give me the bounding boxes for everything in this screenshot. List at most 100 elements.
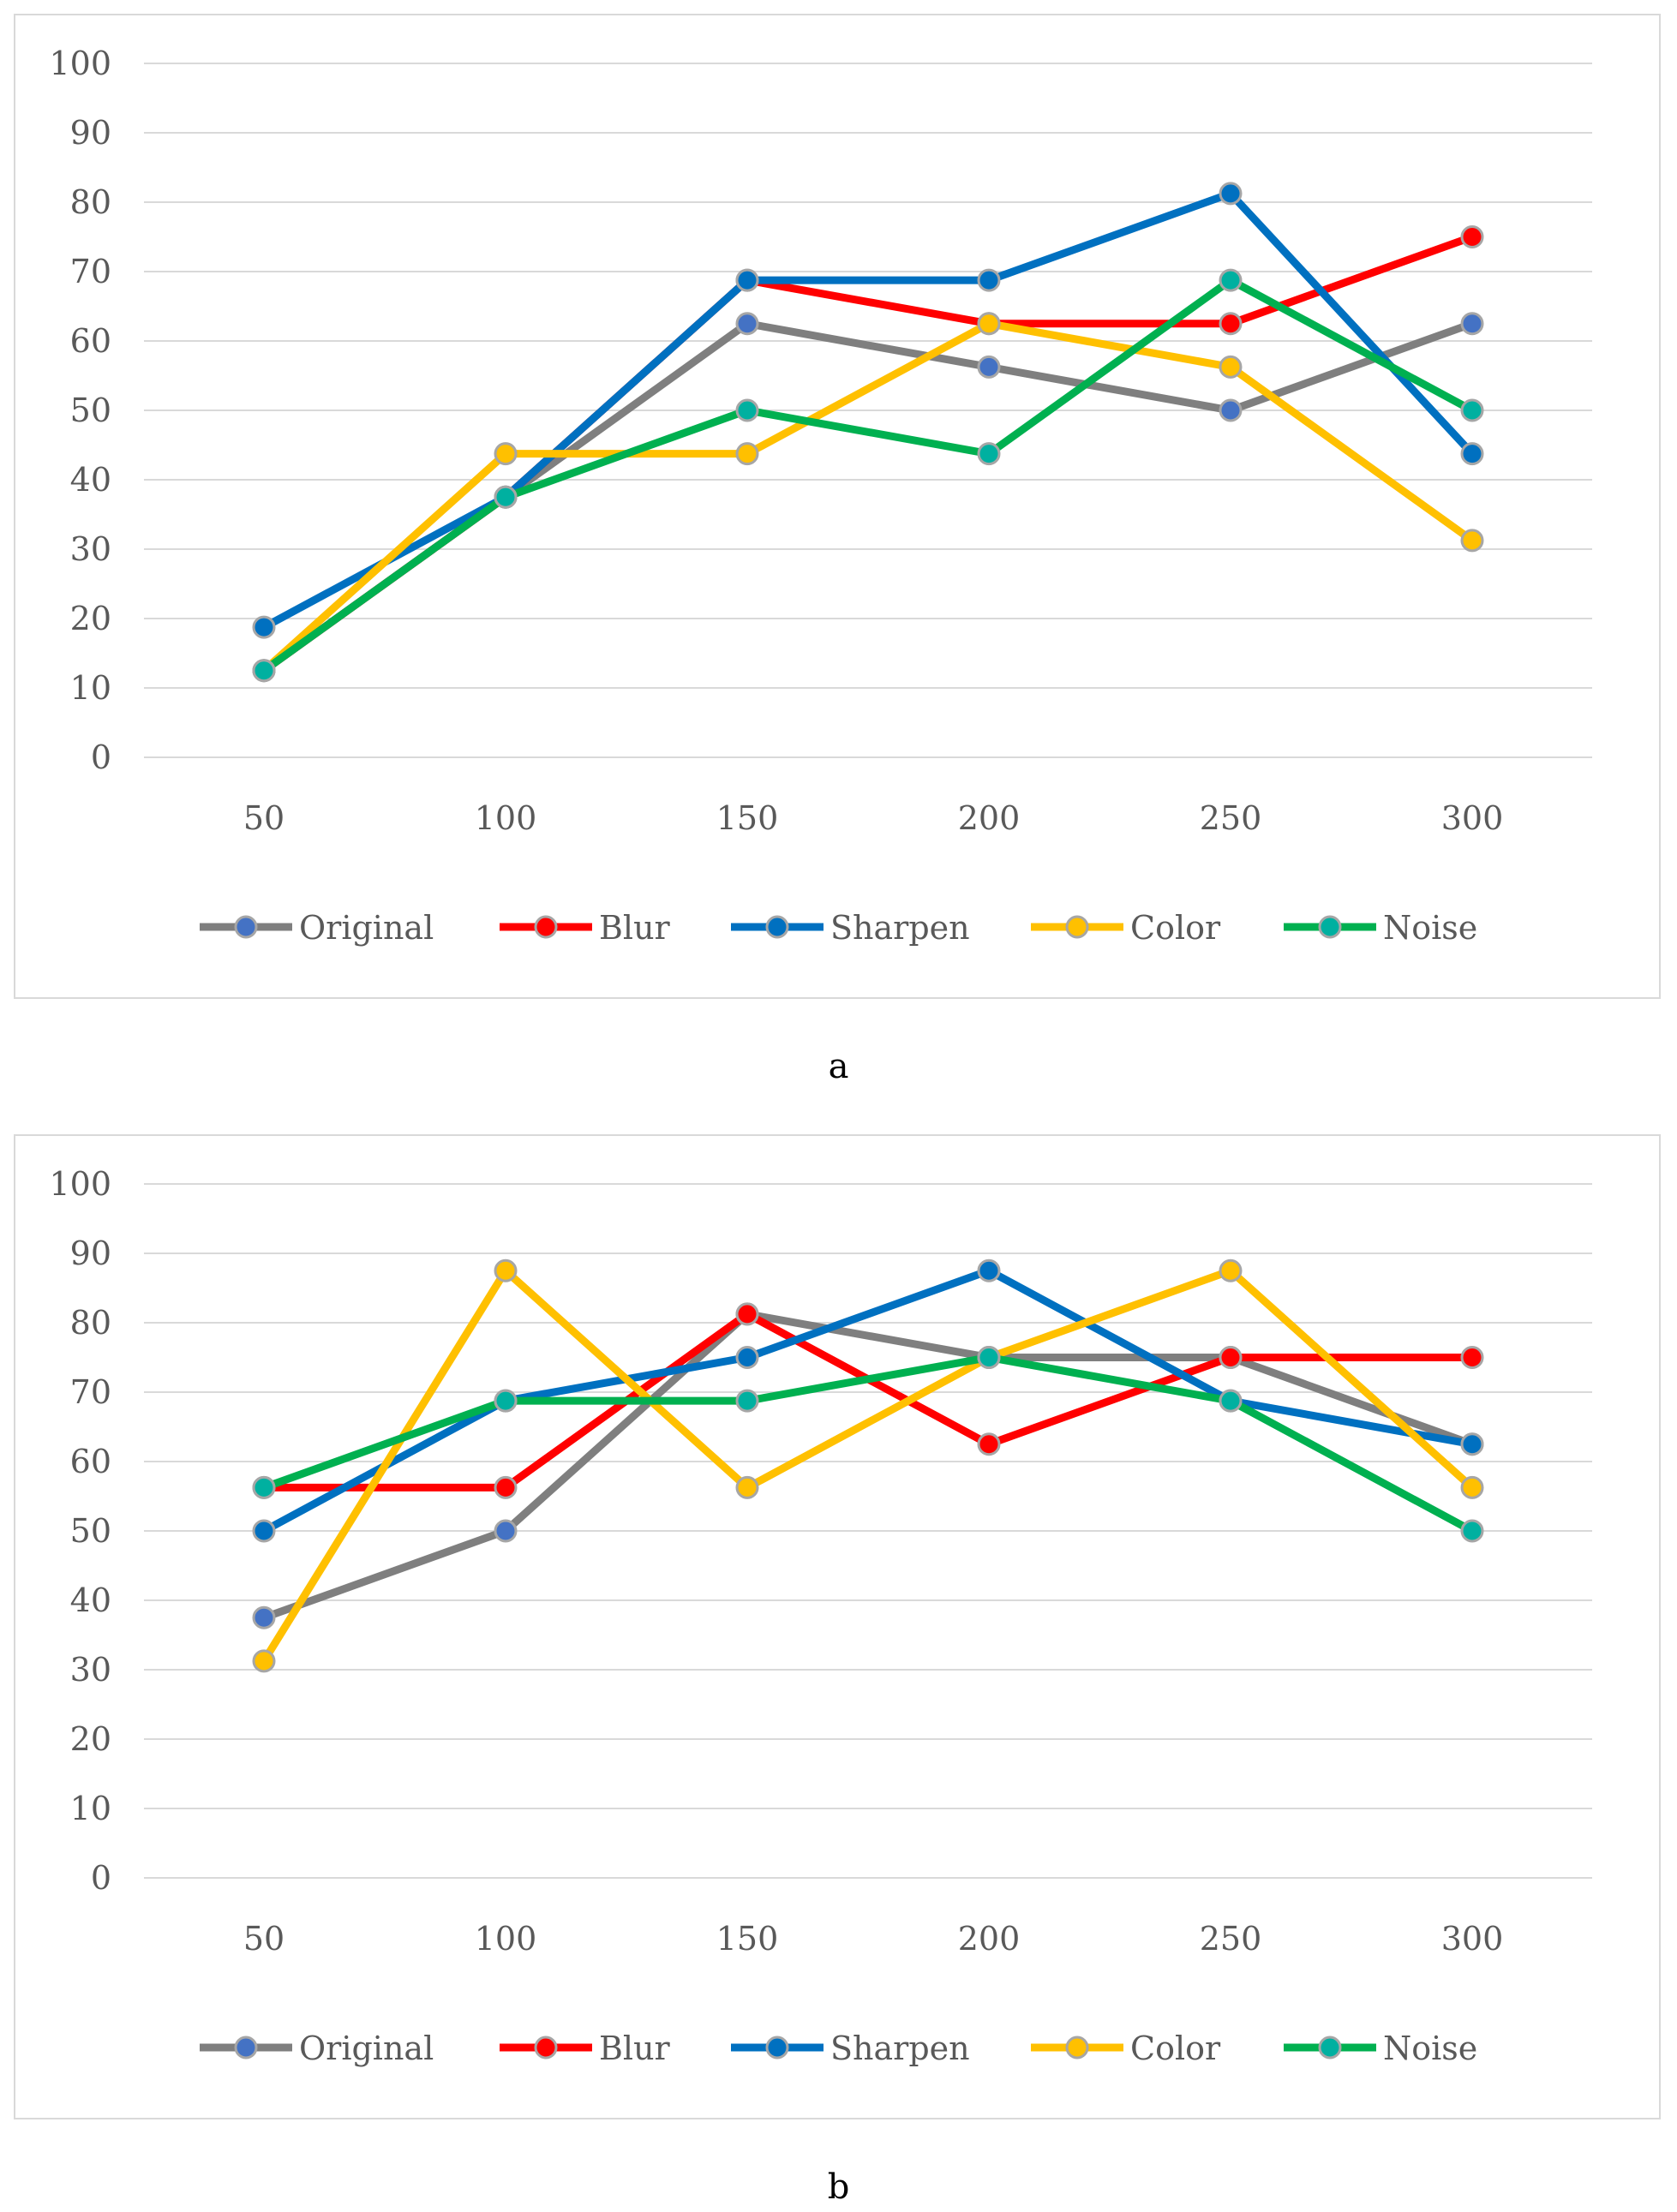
y-tick-label: 50 [70, 1512, 111, 1550]
x-tick-label: 300 [1441, 799, 1504, 837]
y-tick-label: 90 [70, 114, 111, 152]
y-tick-label: 30 [70, 530, 111, 568]
y-tick-label: 80 [70, 1304, 111, 1342]
legend-item-color: Color [1031, 909, 1221, 947]
markers-noise [252, 1346, 1484, 1543]
legend-label: Sharpen [830, 909, 970, 947]
data-point [252, 615, 276, 639]
x-tick-label: 50 [243, 799, 284, 837]
data-point [1219, 398, 1243, 422]
series-line [260, 189, 1476, 631]
data-point [494, 442, 518, 466]
markers-blur [252, 225, 1484, 683]
legend-label: Blur [599, 909, 671, 947]
gridlines [144, 1183, 1592, 1879]
x-tick-label: 250 [1200, 1920, 1262, 1958]
y-tick-label: 70 [70, 253, 111, 290]
data-point [1219, 268, 1243, 292]
data-point [1460, 1475, 1484, 1499]
y-tick-label: 10 [70, 669, 111, 707]
data-point [252, 659, 276, 683]
data-point [977, 312, 1001, 336]
data-point [494, 485, 518, 509]
y-tick-label: 40 [70, 461, 111, 499]
data-point [735, 398, 759, 422]
legend-swatch-marker [234, 915, 258, 939]
y-tick-label: 20 [70, 1720, 111, 1758]
x-tick-label: 200 [958, 799, 1021, 837]
data-point [735, 1346, 759, 1369]
data-point [494, 1519, 518, 1543]
legend-item-blur: Blur [500, 909, 671, 947]
chart-panel-b: 0 10 20 30 40 50 60 70 80 90 100 50 100 150 200 250 300 O… [14, 1134, 1661, 2119]
series-noise [260, 1354, 1476, 1535]
y-tick-label: 10 [70, 1790, 111, 1827]
x-tick-label: 50 [243, 1920, 284, 1958]
legend-item-noise: Noise [1284, 2030, 1477, 2067]
y-tick-label: 60 [70, 1443, 111, 1480]
legend-label: Noise [1383, 909, 1477, 947]
series-sharpen [260, 1266, 1476, 1535]
data-point [977, 442, 1001, 466]
series-color [260, 320, 1476, 675]
legend-label: Sharpen [830, 2030, 970, 2067]
data-point [1460, 398, 1484, 422]
data-point [252, 1519, 276, 1543]
data-point [1219, 312, 1243, 336]
legend-swatch-marker [1318, 915, 1342, 939]
data-point [1219, 355, 1243, 379]
data-point [977, 268, 1001, 292]
data-point [735, 442, 759, 466]
series-line [260, 276, 1476, 675]
y-tick-label: 70 [70, 1373, 111, 1411]
y-tick-label: 100 [49, 45, 111, 82]
y-tick-label: 0 [91, 1859, 111, 1897]
legend-label: Color [1130, 909, 1221, 947]
series-line [260, 233, 1476, 675]
y-tick-label: 90 [70, 1235, 111, 1272]
data-point [1219, 182, 1243, 206]
data-point [735, 1475, 759, 1499]
data-point [1460, 442, 1484, 466]
gridlines [144, 63, 1592, 758]
series-line [260, 1354, 1476, 1535]
series-line [260, 1266, 1476, 1665]
caption-b: b [827, 2167, 850, 2207]
markers-original [252, 312, 1484, 683]
series-line [260, 320, 1476, 675]
data-point [494, 1258, 518, 1282]
data-point [735, 312, 759, 336]
legend-swatch-marker [1065, 2036, 1089, 2060]
x-tick-label: 150 [716, 799, 779, 837]
legend-label: Original [299, 2030, 434, 2067]
series-sharpen [260, 189, 1476, 631]
y-tick-label: 30 [70, 1651, 111, 1689]
series-blur [260, 233, 1476, 675]
legend-label: Blur [599, 2030, 671, 2067]
legend-swatch-marker [1065, 915, 1089, 939]
legend-swatch-marker [765, 2036, 789, 2060]
legend-item-original: Original [200, 909, 434, 947]
x-tick-label: 300 [1441, 1920, 1504, 1958]
x-tick-label: 200 [958, 1920, 1021, 1958]
data-point [735, 1302, 759, 1326]
legend-item-sharpen: Sharpen [731, 2030, 970, 2067]
data-point [252, 1605, 276, 1629]
data-point [252, 1649, 276, 1673]
data-point [1460, 529, 1484, 553]
data-point [1460, 225, 1484, 248]
data-point [1460, 1519, 1484, 1543]
legend-swatch-marker [534, 915, 558, 939]
data-point [977, 355, 1001, 379]
data-point [977, 1432, 1001, 1456]
markers-color [252, 312, 1484, 683]
y-tick-label: 80 [70, 183, 111, 221]
data-point [735, 1389, 759, 1413]
legend-swatch-marker [234, 2036, 258, 2060]
legend: Original Blur Sharpen Color Noise [200, 2030, 1477, 2067]
caption-a: a [828, 1047, 849, 1086]
series-color [260, 1266, 1476, 1665]
x-tick-label: 100 [475, 1920, 537, 1958]
legend: Original Blur Sharpen Color Noise [200, 909, 1477, 947]
line-chart-b: 0 10 20 30 40 50 60 70 80 90 100 50 100 150 200 250 300 O… [49, 1165, 1592, 2067]
